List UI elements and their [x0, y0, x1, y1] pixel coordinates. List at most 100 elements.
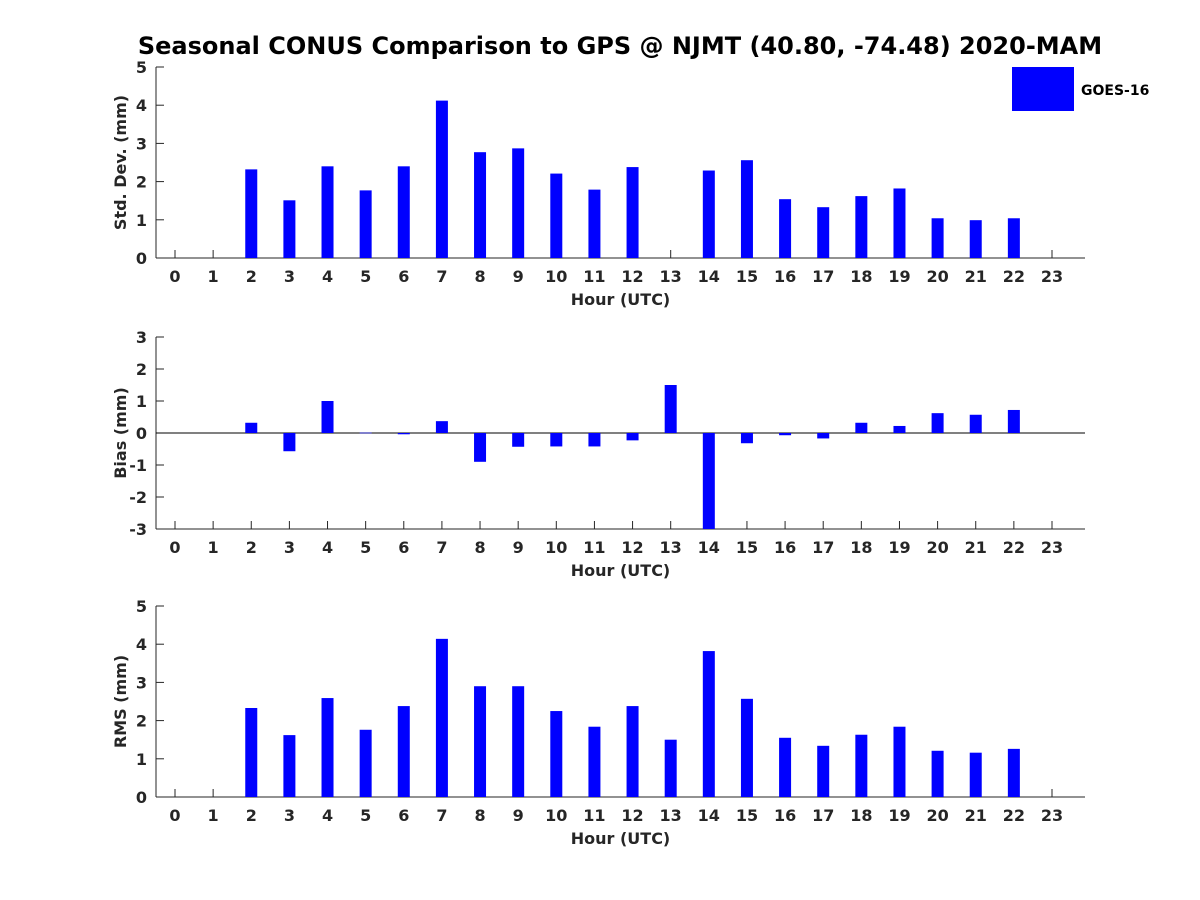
bar-hour-15: [740, 433, 753, 444]
bar-hour-22: [1007, 218, 1020, 258]
x-tick-label: 15: [736, 806, 758, 825]
bar-hour-21: [969, 414, 982, 433]
bar-hour-14: [702, 170, 715, 258]
x-tick-label: 6: [398, 806, 409, 825]
bar-hour-12: [626, 167, 639, 258]
bar-hour-18: [855, 196, 868, 258]
x-tick-label: 0: [169, 806, 180, 825]
x-tick-label: 17: [812, 806, 834, 825]
bar-hour-17: [817, 207, 830, 258]
x-axis-label: Hour (UTC): [571, 290, 671, 309]
x-tick-label: 8: [474, 267, 485, 286]
x-tick-label: 7: [436, 806, 447, 825]
y-axis-label: RMS (mm): [111, 655, 130, 748]
x-tick-label: 8: [474, 538, 485, 557]
x-tick-label: 4: [322, 538, 333, 557]
x-tick-label: 23: [1041, 806, 1063, 825]
x-tick-label: 13: [660, 267, 682, 286]
x-tick-label: 10: [545, 267, 567, 286]
bar-hour-10: [550, 173, 563, 258]
legend-swatch-goes-16: [1012, 67, 1074, 111]
y-tick-label: 2: [136, 712, 147, 731]
bar-hour-19: [893, 726, 906, 797]
bar-hour-13: [664, 385, 677, 433]
x-tick-label: 14: [698, 538, 720, 557]
x-tick-label: 16: [774, 806, 796, 825]
bar-hour-6: [397, 166, 410, 258]
x-tick-label: 6: [398, 538, 409, 557]
x-tick-label: 19: [888, 806, 910, 825]
legend: GOES-16: [1012, 67, 1149, 111]
y-axis-label: Bias (mm): [111, 387, 130, 479]
bar-hour-9: [512, 433, 525, 447]
bar-hour-15: [740, 160, 753, 258]
bar-hour-16: [779, 737, 792, 797]
x-tick-label: 17: [812, 267, 834, 286]
bar-hour-10: [550, 433, 563, 447]
y-tick-label: 1: [136, 750, 147, 769]
bar-hour-3: [283, 735, 296, 797]
bar-hour-8: [474, 686, 487, 797]
x-tick-label: 1: [208, 267, 219, 286]
x-tick-label: 7: [436, 538, 447, 557]
bar-hour-7: [435, 100, 448, 258]
bar-hour-4: [321, 166, 334, 258]
bar-hour-14: [702, 651, 715, 797]
x-tick-label: 20: [926, 806, 948, 825]
y-tick-label: 5: [136, 597, 147, 616]
x-tick-label: 9: [513, 267, 524, 286]
bar-hour-13: [664, 739, 677, 797]
bar-hour-5: [359, 729, 372, 797]
bar-hour-4: [321, 698, 334, 797]
x-tick-label: 15: [736, 538, 758, 557]
y-tick-label: 3: [136, 328, 147, 347]
y-tick-label: -2: [129, 488, 147, 507]
bar-hour-18: [855, 734, 868, 797]
y-tick-label: 1: [136, 392, 147, 411]
x-tick-label: 15: [736, 267, 758, 286]
x-tick-label: 12: [621, 538, 643, 557]
chart-title: Seasonal CONUS Comparison to GPS @ NJMT …: [138, 32, 1102, 60]
y-tick-label: 4: [136, 635, 147, 654]
x-tick-label: 5: [360, 538, 371, 557]
bar-hour-3: [283, 433, 296, 452]
x-tick-label: 6: [398, 267, 409, 286]
x-tick-label: 16: [774, 267, 796, 286]
bar-hour-2: [245, 707, 258, 797]
bar-hour-6: [397, 433, 410, 435]
x-tick-label: 21: [965, 538, 987, 557]
bar-hour-8: [474, 152, 487, 258]
x-tick-label: 21: [965, 267, 987, 286]
x-tick-label: 12: [621, 806, 643, 825]
bar-hour-21: [969, 220, 982, 258]
bar-hour-12: [626, 433, 639, 441]
bar-hour-9: [512, 148, 525, 258]
bar-hour-20: [931, 218, 944, 258]
x-tick-label: 11: [583, 267, 605, 286]
bar-hour-14: [702, 433, 715, 529]
bar-hour-5: [359, 432, 372, 434]
x-tick-label: 22: [1003, 806, 1025, 825]
x-tick-label: 5: [360, 267, 371, 286]
y-tick-label: -3: [129, 520, 147, 539]
y-tick-label: 3: [136, 673, 147, 692]
bar-hour-10: [550, 711, 563, 797]
bar-hour-20: [931, 750, 944, 797]
x-tick-label: 13: [660, 806, 682, 825]
bar-hour-4: [321, 401, 334, 433]
bar-hour-22: [1007, 409, 1020, 433]
bar-hour-9: [512, 686, 525, 797]
x-tick-label: 22: [1003, 267, 1025, 286]
y-tick-label: 4: [136, 96, 147, 115]
x-tick-label: 8: [474, 806, 485, 825]
bar-hour-7: [435, 638, 448, 797]
bar-hour-20: [931, 413, 944, 433]
x-tick-label: 18: [850, 806, 872, 825]
x-tick-label: 3: [284, 538, 295, 557]
y-tick-label: 2: [136, 360, 147, 379]
x-axis-label: Hour (UTC): [571, 561, 671, 580]
